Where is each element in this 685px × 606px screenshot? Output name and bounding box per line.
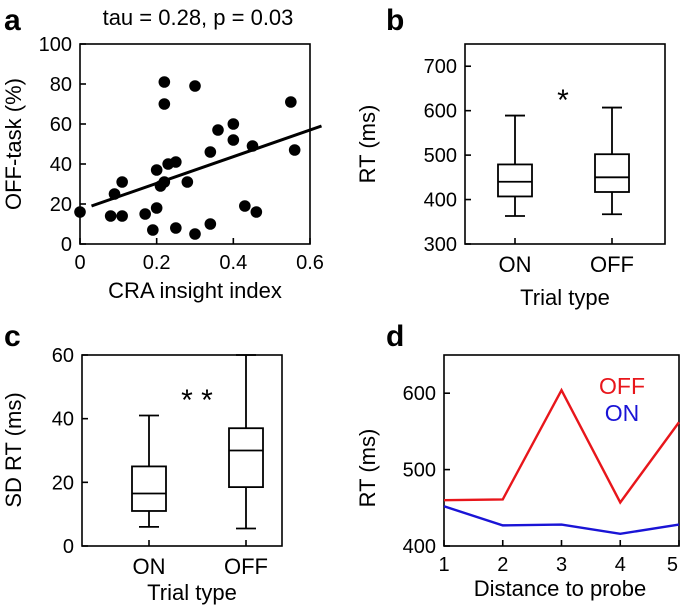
panel-d-xlabel: Distance to probe (474, 576, 646, 601)
panel-a-ytick-label: 40 (50, 154, 72, 176)
panel-c-axes (81, 354, 283, 547)
panel-a-axes (79, 43, 311, 245)
regression-line (91, 124, 322, 208)
scatter-point (181, 176, 194, 188)
panel-b-axes (464, 43, 666, 245)
box-off (228, 354, 264, 530)
panel-b-ylabel: RT (ms) (355, 105, 380, 184)
box-iqr (131, 465, 167, 512)
scatter-point (285, 96, 297, 108)
panel-c-xlabel: Trial type (147, 580, 237, 605)
panel-a-ytick-label: 60 (50, 114, 72, 136)
panel-a-ytick-label: 80 (50, 74, 72, 96)
panel-c-ytick-label: 0 (63, 536, 74, 558)
scatter-point (227, 118, 240, 130)
scatter-point (204, 146, 217, 158)
legend-off: OFF (599, 373, 645, 399)
panel-a: a tau = 0.28, p = 0.03 CRA insight index… (1, 4, 324, 303)
scatter-point (104, 210, 117, 222)
scatter-point (170, 156, 182, 168)
box-on (131, 414, 167, 528)
panel-b-ytick-label: 300 (424, 234, 457, 256)
box-on (497, 114, 533, 217)
box-iqr (497, 163, 533, 198)
line-off (443, 387, 680, 505)
panel-b: b Trial type RT (ms) * 300 400 500 600 700 ON… (355, 4, 666, 310)
scatter-point (189, 80, 201, 92)
panel-a-xtick-label: 0.4 (219, 252, 247, 274)
panel-b-ytick-label: 500 (424, 145, 457, 167)
scatter-point (288, 144, 301, 156)
panel-d-ytick-label: 400 (403, 536, 436, 558)
panel-b-xtick-label: OFF (590, 252, 634, 277)
scatter-point (147, 224, 159, 236)
panel-d-ylabel: RT (ms) (355, 429, 380, 508)
scatter-point (212, 124, 224, 136)
panel-c: c Trial type SD RT (ms) * * 0 20 40 60 ON OFF (1, 320, 283, 605)
panel-a-letter: a (4, 4, 21, 37)
scatter-point (150, 202, 163, 214)
panel-b-xlabel: Trial type (520, 285, 610, 310)
panel-b-ytick-label: 700 (424, 56, 457, 78)
panel-d-ytick-label: 500 (403, 460, 436, 482)
scatter-point (116, 210, 128, 222)
panel-d-letter: d (386, 320, 404, 353)
scatter-point (239, 200, 251, 212)
scatter-point (158, 76, 171, 88)
scatter-point (150, 164, 163, 176)
panel-c-xtick-label: ON (133, 554, 166, 579)
panel-d-xtick-label: 1 (438, 554, 449, 576)
legend-on: ON (605, 400, 640, 426)
scatter-point (116, 176, 128, 188)
panel-c-ytick-label: 20 (52, 472, 74, 494)
panel-d: d Distance to probe RT (ms) 400 500 600 1 2 3… (355, 320, 680, 601)
panel-c-ytick-label: 40 (52, 409, 74, 431)
panel-c-significance: * * (181, 384, 213, 417)
panel-a-ytick-label: 20 (50, 194, 72, 216)
panel-b-ytick-label: 600 (424, 101, 457, 123)
panel-b-letter: b (386, 4, 404, 37)
box-iqr (228, 427, 264, 489)
panel-b-significance: * (557, 84, 569, 117)
panel-a-xtick-label: 0.2 (143, 252, 171, 274)
panel-a-xtick-label: 0 (74, 252, 85, 274)
scatter-point (158, 98, 171, 110)
panel-c-xtick-label: OFF (224, 554, 268, 579)
scatter-point (74, 206, 86, 218)
scatter-point (250, 206, 263, 218)
panel-d-xtick-label: 5 (667, 554, 678, 576)
scatter-point (227, 134, 240, 146)
panel-a-ylabel: OFF-task (%) (1, 78, 26, 210)
panel-d-xtick-label: 4 (615, 554, 626, 576)
panel-b-ytick-label: 400 (424, 190, 457, 212)
panel-c-ytick-label: 60 (52, 345, 74, 367)
box-iqr (594, 153, 630, 193)
panel-d-xtick-label: 3 (556, 554, 567, 576)
scatter-point (189, 228, 201, 240)
panel-d-xtick-label: 2 (497, 554, 508, 576)
scatter-point (204, 218, 217, 230)
panel-a-xtick-label: 0.6 (296, 252, 324, 274)
panel-a-title: tau = 0.28, p = 0.03 (103, 5, 294, 30)
line-on (443, 505, 680, 535)
scatter-point (170, 222, 182, 234)
panel-c-letter: c (4, 320, 21, 353)
panel-b-xtick-label: ON (499, 252, 532, 277)
panel-a-xlabel: CRA insight index (108, 278, 282, 303)
scatter-point (139, 208, 151, 220)
panel-c-ylabel: SD RT (ms) (1, 392, 26, 507)
panel-a-ytick-label: 100 (39, 34, 72, 56)
panel-a-ytick-label: 0 (61, 234, 72, 256)
box-off (594, 106, 630, 216)
panel-d-ytick-label: 600 (403, 383, 436, 405)
